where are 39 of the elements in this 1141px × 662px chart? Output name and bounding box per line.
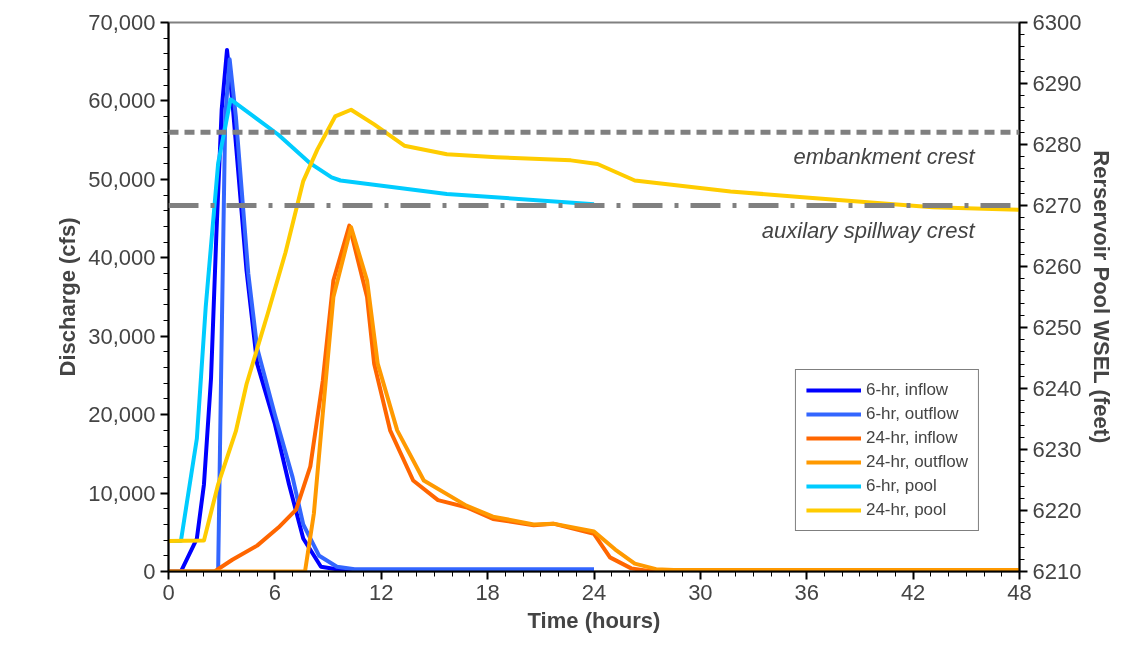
x-tick-label: 12 <box>369 579 394 605</box>
y-tick-label: 50,000 <box>88 166 156 192</box>
y-tick-label: 60,000 <box>88 88 156 114</box>
y2-tick-label: 6240 <box>1032 376 1082 401</box>
y2-tick-label: 6270 <box>1032 193 1082 218</box>
y2-tick-label: 6300 <box>1032 10 1082 35</box>
x-tick-label: 36 <box>794 579 819 605</box>
y-tick-label: 20,000 <box>88 402 156 428</box>
y-tick-label: 40,000 <box>88 245 156 271</box>
legend-label: 24-hr, outflow <box>865 452 968 472</box>
x-tick-label: 42 <box>900 579 926 605</box>
legend-label: 6-hr, inflow <box>865 380 949 400</box>
y-tick-label: 10,000 <box>88 480 156 506</box>
y2-tick-label: 6220 <box>1032 498 1082 523</box>
legend-label: 24-hr, pool <box>865 500 947 520</box>
ref-line-label: embankment crest <box>793 144 976 170</box>
legend-label: 24-hr, inflow <box>865 428 958 448</box>
ref-line-label: auxilary spillway crest <box>761 217 976 243</box>
x-tick-label: 18 <box>475 579 500 605</box>
y2-axis-title: Rerservoir Pool WSEL (feet) <box>1089 150 1115 444</box>
y-tick-label: 30,000 <box>88 323 156 349</box>
line-series <box>168 107 1020 543</box>
legend-label: 6-hr, outflow <box>865 404 959 424</box>
y2-tick-label: 6280 <box>1032 132 1082 157</box>
y2-tick-label: 6210 <box>1032 559 1082 584</box>
y2-tick-label: 6250 <box>1032 315 1082 340</box>
y2-tick-label: 6290 <box>1032 71 1082 96</box>
x-axis-title: Time (hours) <box>527 607 661 633</box>
y-axis-title: Discharge (cfs) <box>55 217 81 377</box>
x-tick-label: 6 <box>268 579 282 605</box>
x-tick-label: 48 <box>1007 579 1032 605</box>
x-tick-label: 24 <box>581 579 607 605</box>
x-tick-label: 30 <box>688 579 713 605</box>
y-tick-label: 70,000 <box>88 10 156 35</box>
y-tick-label: 0 <box>143 559 156 584</box>
y2-tick-label: 6260 <box>1032 254 1082 279</box>
y2-tick-label: 6230 <box>1032 437 1082 462</box>
legend-label: 6-hr, pool <box>865 476 937 496</box>
x-tick-label: 0 <box>162 579 175 605</box>
